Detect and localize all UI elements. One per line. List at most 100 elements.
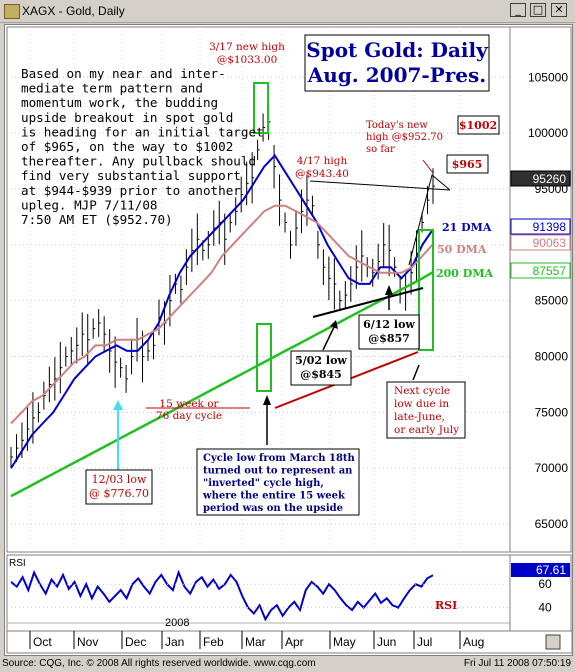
annotation-todays-high: so far xyxy=(366,144,395,155)
x-tick-label: Jan xyxy=(165,635,184,649)
title-box xyxy=(304,34,490,92)
y-tick-label: 75000 xyxy=(535,405,569,419)
target-1002-box xyxy=(457,115,500,135)
chart-app-icon xyxy=(4,4,20,19)
annotation-cycle-march: turned out to represent an xyxy=(203,466,353,477)
annotation-12-03-low: @ $776.70 xyxy=(89,487,149,500)
price-badge-bg xyxy=(510,170,571,187)
x-tick-label: Jul xyxy=(417,635,432,649)
commentary-line: of $965, on the way to $1002 xyxy=(21,139,233,154)
annotation-next-cycle: or early July xyxy=(394,424,459,436)
y-tick-label: 65000 xyxy=(535,517,569,531)
low-6-12-box xyxy=(358,314,420,350)
y-tick-label: 100000 xyxy=(528,126,568,140)
annotation-6-12-low: 6/12 low xyxy=(363,318,415,331)
commentary-line: upside breakout in spot gold xyxy=(21,110,233,125)
chart-title: Spot Gold: Daily xyxy=(306,38,489,62)
support-trendline xyxy=(312,287,424,318)
price-badge-label: 87557 xyxy=(533,264,567,278)
target-965-label: $965 xyxy=(452,158,483,171)
scroll-button xyxy=(545,634,561,650)
arrow-next-cycle xyxy=(412,364,420,381)
annotation-cycle-length: 76 day cycle xyxy=(156,410,222,422)
arrow-head xyxy=(263,395,271,405)
arrow-head xyxy=(113,400,123,410)
resistance-trendline xyxy=(309,180,451,191)
cycle-march-box xyxy=(196,448,360,516)
y-tick-label: 105000 xyxy=(528,70,568,84)
commentary-line: mediate term pattern and xyxy=(21,81,203,96)
annotation-5-02-low: 5/02 low xyxy=(295,354,347,367)
annotation-3-17-high: 3/17 new high xyxy=(209,41,285,53)
series-line-200-dma xyxy=(10,271,434,498)
breakout-line-a xyxy=(408,174,433,266)
annotation-next-cycle: low due in xyxy=(394,398,449,410)
target-1002-label: $1002 xyxy=(459,119,497,132)
status-bar: Source: CQG, Inc. © 2008 All rights rese… xyxy=(0,656,575,672)
timestamp-text: Fri Jul 11 2008 07:50:19 xyxy=(463,658,571,669)
rsi-line xyxy=(10,569,434,622)
y-tick-label: 85000 xyxy=(535,294,569,308)
annotation-cycle-march: period was on the upside xyxy=(203,503,343,514)
annotation-todays-high: high @$952.70 xyxy=(366,132,443,143)
price-badge-bg xyxy=(510,218,571,235)
rsi-tick-label: 60 xyxy=(538,577,552,591)
year-label: 2008 xyxy=(165,617,189,629)
series-label-200dma: 200 DMA xyxy=(436,267,494,280)
chart-subtitle: Aug. 2007-Pres. xyxy=(307,63,486,87)
annotation-5-02-low: @$845 xyxy=(300,368,342,381)
x-tick-label: Nov xyxy=(77,635,98,649)
time-axis-area xyxy=(6,630,572,654)
commentary-line: find very substantial support xyxy=(21,168,241,183)
price-badge-bg xyxy=(510,262,571,279)
annotation-12-03-low: 12/03 low xyxy=(92,473,147,486)
arrow-5-02-low xyxy=(322,324,336,351)
low-5-02-box xyxy=(290,350,352,386)
x-tick-label: May xyxy=(333,635,356,649)
series-line-21-dma xyxy=(10,153,434,469)
annotation-4-17-high: 4/17 high xyxy=(297,155,348,167)
copyright-text: Source: CQG, Inc. © 2008 All rights rese… xyxy=(2,658,316,669)
next-cycle-box xyxy=(386,381,466,439)
x-tick-label: Mar xyxy=(245,635,266,649)
commentary-line: at $944-$939 prior to another xyxy=(21,183,241,198)
price-badge-label: 95260 xyxy=(533,172,567,186)
close-button[interactable]: ✕ xyxy=(551,3,567,17)
annotation-cycle-length: 15 week or xyxy=(159,398,219,410)
annotation-6-12-low: @$857 xyxy=(368,332,410,345)
annotation-next-cycle: Next cycle xyxy=(394,385,450,397)
commentary-line: 7:50 AM ET ($952.70) xyxy=(21,212,173,227)
annotation-todays-high: Today's new xyxy=(366,120,428,131)
x-tick-label: Aug xyxy=(463,635,484,649)
low-12-03-box xyxy=(85,469,153,505)
series-label-21dma: 21 DMA xyxy=(442,221,492,234)
restore-button[interactable]: □ xyxy=(530,3,546,17)
commentary-line: is heading for an initial target xyxy=(21,124,264,139)
price-badge-bg xyxy=(510,234,571,251)
arrow-head xyxy=(385,285,393,295)
series-label-50dma: 50 DMA xyxy=(437,243,487,256)
commentary-line: Based on my near and inter- xyxy=(21,66,226,81)
rsi-badge-bg xyxy=(511,563,570,577)
cycle-highlight-box xyxy=(256,323,272,392)
x-tick-label: Dec xyxy=(125,635,146,649)
x-tick-label: Feb xyxy=(203,635,224,649)
high-highlight-box xyxy=(253,82,269,134)
x-tick-label: Jun xyxy=(377,635,396,649)
annotation-4-17-high: @$943.40 xyxy=(295,168,349,180)
today-high-pointer xyxy=(422,159,434,174)
commentary-line: upleg. MJP 7/11/08 xyxy=(21,197,157,212)
rsi-panel-title: RSI xyxy=(9,558,26,569)
rsi-series-label: RSI xyxy=(435,599,457,612)
commentary-line: momentum work, the budding xyxy=(21,95,218,110)
annotation-cycle-march: where the entire 15 week xyxy=(202,491,346,502)
x-tick-label: Apr xyxy=(285,635,304,649)
rsi-badge-label: 67.61 xyxy=(536,563,566,577)
annotation-next-cycle: late-June, xyxy=(394,411,445,423)
commentary-line: thereafter. Any pullback should xyxy=(21,154,256,169)
annotation-cycle-march: "inverted" cycle high, xyxy=(203,478,324,489)
price-badge-label: 91398 xyxy=(533,220,567,234)
window-title: XAGX - Gold, Daily xyxy=(22,4,125,18)
price-axis-area xyxy=(509,26,572,553)
minimize-button[interactable]: _ xyxy=(510,3,526,17)
